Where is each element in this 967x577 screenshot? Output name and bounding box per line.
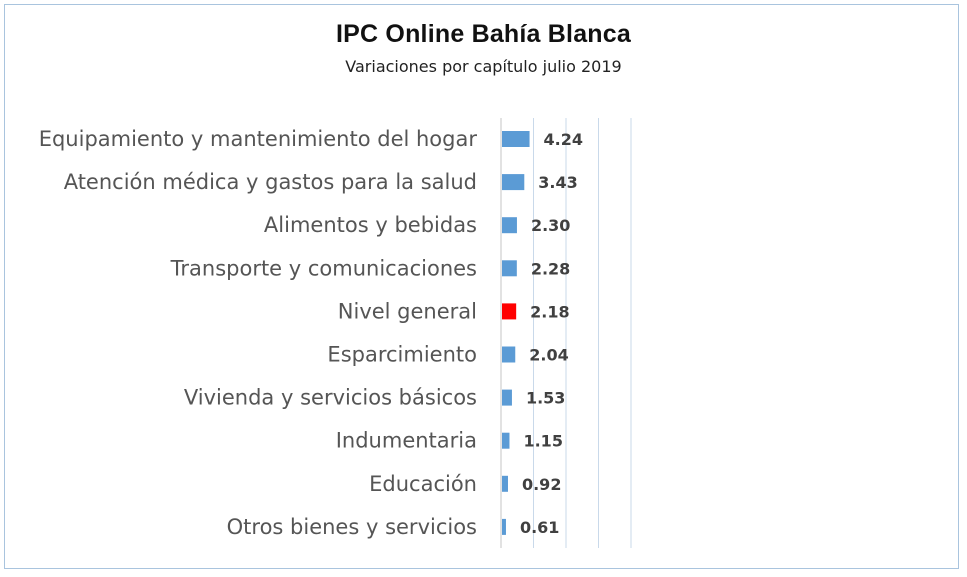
data-label: 4.24: [544, 130, 583, 149]
chart-title: IPC Online Bahía Blanca: [336, 20, 631, 48]
data-label: 3.43: [538, 173, 577, 192]
bar-highlight: [502, 303, 517, 320]
bar: [502, 518, 506, 535]
bar: [502, 174, 525, 191]
category-label: Alimentos y bebidas: [264, 213, 477, 237]
data-label: 2.28: [531, 259, 570, 278]
category-label: Transporte y comunicaciones: [170, 256, 477, 280]
data-label: 0.61: [520, 518, 559, 537]
bar: [502, 346, 516, 363]
bar: [502, 260, 517, 277]
bar: [502, 131, 530, 147]
bar: [502, 389, 512, 406]
category-label: Educación: [369, 472, 477, 496]
category-label: Esparcimiento: [327, 343, 477, 367]
data-label: 2.04: [529, 346, 568, 365]
category-label: Indumentaria: [336, 429, 477, 453]
bar: [502, 217, 517, 234]
category-label: Vivienda y servicios básicos: [184, 386, 477, 410]
category-label: Equipamiento y mantenimiento del hogar: [39, 127, 478, 151]
data-label: 1.15: [523, 432, 562, 451]
bar: [502, 432, 510, 449]
category-label: Nivel general: [338, 299, 477, 323]
data-label: 2.30: [531, 216, 570, 235]
chart-frame: [4, 4, 959, 569]
bar: [502, 475, 508, 492]
category-label: Atención médica y gastos para la salud: [64, 170, 477, 194]
data-label: 1.53: [526, 389, 565, 408]
data-label: 0.92: [522, 475, 561, 494]
category-label: Otros bienes y servicios: [227, 515, 477, 539]
chart-subtitle: Variaciones por capítulo julio 2019: [345, 57, 622, 76]
data-label: 2.18: [530, 302, 569, 321]
